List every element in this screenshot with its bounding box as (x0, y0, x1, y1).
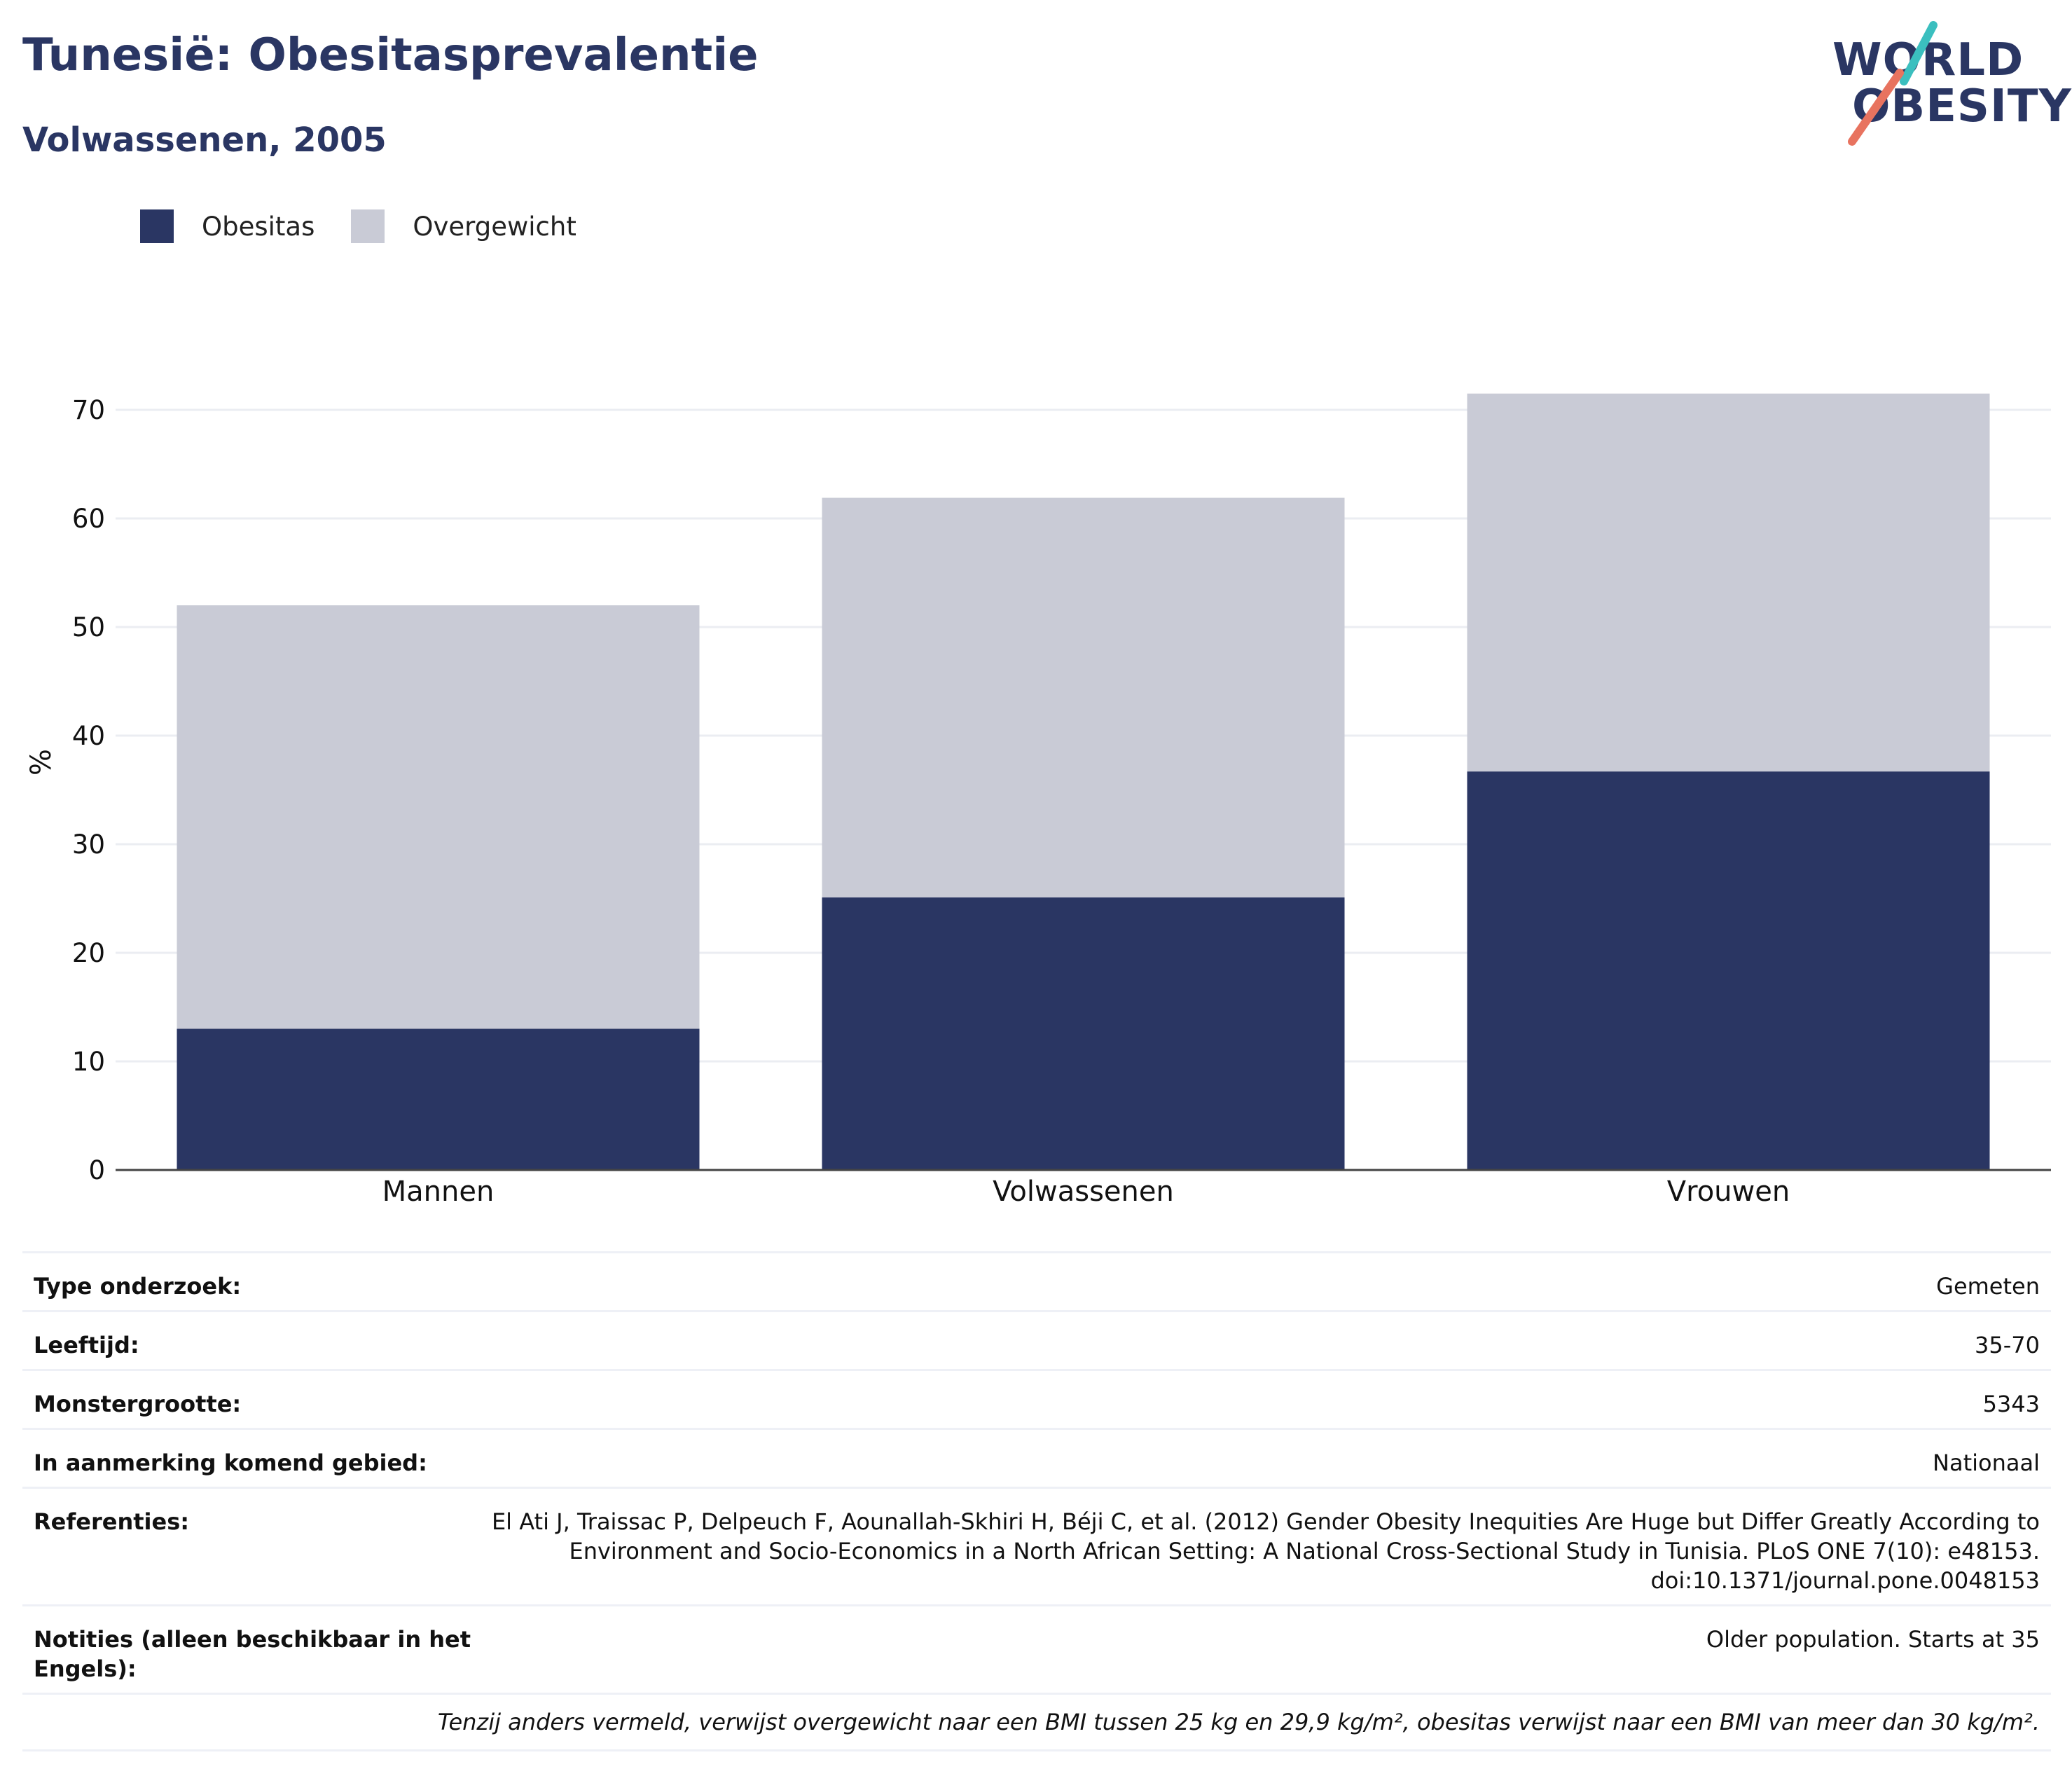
y-tick-label: 60 (72, 504, 105, 534)
page-title: Tunesië: Obesitasprevalentie (22, 29, 759, 81)
chart-legend: Obesitas Overgewicht (140, 209, 613, 244)
y-tick-label: 20 (72, 938, 105, 968)
info-row-sample: Monstergrootte: 5343 (22, 1369, 2051, 1428)
legend-label-obesitas: Obesitas (202, 211, 315, 242)
info-key-type: Type onderzoek: (34, 1273, 242, 1300)
legend-swatch-obesitas (140, 209, 174, 243)
bar-overgewicht-vrouwen (1467, 393, 1990, 772)
info-row-area: In aanmerking komend gebied: Nationaal (22, 1428, 2051, 1487)
y-tick-label: 30 (72, 829, 105, 860)
legend-swatch-overgewicht (351, 209, 385, 243)
logo-slash-icon (1848, 21, 1938, 146)
info-value-age: 35-70 (1975, 1332, 2040, 1358)
info-row-type: Type onderzoek: Gemeten (22, 1251, 2051, 1310)
y-tick-label: 50 (72, 612, 105, 642)
info-key-age: Leeftijd: (34, 1332, 139, 1358)
y-tick-label: 10 (72, 1047, 105, 1077)
y-tick-label: 40 (72, 721, 105, 751)
info-key-notes: Notities (alleen beschikbaar in het Enge… (34, 1626, 471, 1682)
x-tick-label: Vrouwen (1667, 1176, 1790, 1208)
legend-item-obesitas[interactable]: Obesitas (140, 209, 315, 243)
stacked-bar-chart: 0 10 20 30 40 50 60 70% Mannen Volwassenen Vrouwen (25, 393, 2051, 1208)
info-key-sample: Monstergrootte: (34, 1391, 242, 1417)
info-key-references: Referenties: (34, 1508, 190, 1535)
info-value-sample: 5343 (1982, 1391, 2040, 1417)
info-value-references: El Ati J, Traissac P, Delpeuch F, Aounal… (491, 1508, 2040, 1594)
bar-obesitas-vrouwen (1467, 771, 1990, 1170)
legend-item-overgewicht[interactable]: Overgewicht (351, 209, 576, 243)
info-row-references: Referenties: El Ati J, Traissac P, Delpe… (22, 1487, 2051, 1604)
bar-overgewicht-mannen (177, 605, 700, 1029)
info-key-area: In aanmerking komend gebied: (34, 1450, 427, 1476)
world-obesity-logo: WORLD OBESITY (1821, 21, 2071, 147)
logo-word-world: WORLD (1832, 34, 2024, 86)
y-axis-label: % (25, 749, 57, 776)
info-row-notes: Notities (alleen beschikbaar in het Enge… (22, 1604, 2051, 1693)
footnote: Tenzij anders vermeld, verwijst overgewi… (22, 1693, 2051, 1751)
info-row-age: Leeftijd: 35-70 (22, 1310, 2051, 1369)
y-tick-label: 0 (88, 1155, 105, 1185)
info-table: Type onderzoek: Gemeten Leeftijd: 35-70 … (22, 1251, 2051, 1751)
info-value-type: Gemeten (1936, 1273, 2040, 1300)
info-value-notes: Older population. Starts at 35 (1706, 1626, 2040, 1653)
bar-overgewicht-volwassenen (822, 497, 1345, 897)
x-tick-label: Volwassenen (993, 1176, 1174, 1208)
page-subtitle: Volwassenen, 2005 (22, 121, 387, 160)
info-value-area: Nationaal (1933, 1450, 2040, 1476)
x-tick-label: Mannen (382, 1176, 495, 1208)
bar-obesitas-mannen (177, 1028, 700, 1170)
legend-label-overgewicht: Overgewicht (413, 211, 576, 242)
bar-obesitas-volwassenen (822, 897, 1345, 1170)
y-tick-label: 70 (72, 395, 105, 425)
